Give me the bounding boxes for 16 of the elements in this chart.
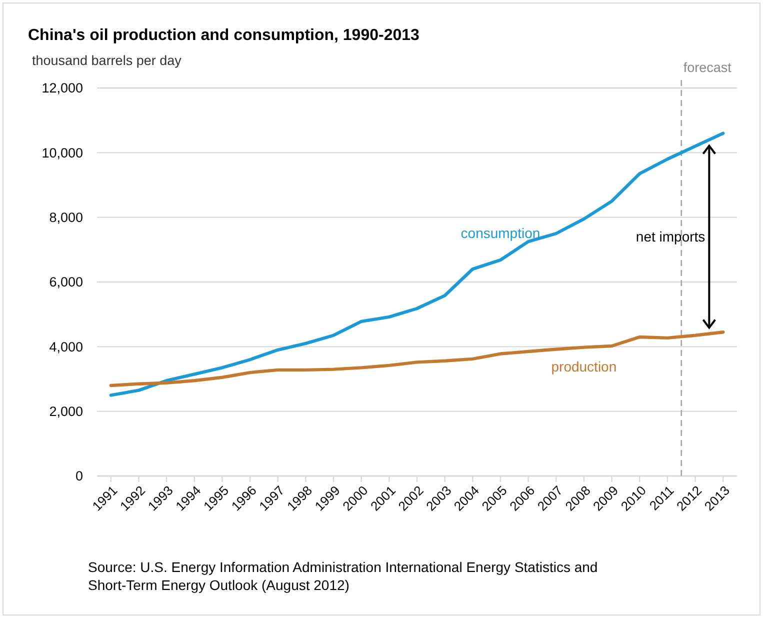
y-tick-label: 10,000 — [42, 145, 83, 160]
chart-title: China's oil production and consumption, 1990-2013 — [28, 27, 420, 44]
y-tick-label: 4,000 — [49, 339, 83, 354]
series-label: consumption — [460, 225, 540, 242]
y-axis-title: thousand barrels per day — [32, 53, 182, 68]
line-series — [109, 132, 725, 397]
series-label: production — [551, 358, 617, 374]
line-series — [109, 330, 725, 388]
source-note: Source: U.S. Energy Information Administration International Energy Statistics and Short-Term Energy Outlook (August 2012) — [88, 559, 598, 593]
y-tick-label: 8,000 — [49, 210, 83, 226]
y-tick-label: 2,000 — [49, 404, 83, 420]
y-tick-label: 0 — [75, 468, 83, 484]
y-tick-label: 12,000 — [42, 80, 83, 96]
ref-line-label: forecast — [683, 60, 732, 75]
y-tick-label: 6,000 — [49, 274, 83, 290]
annotation: net imports — [636, 228, 706, 245]
